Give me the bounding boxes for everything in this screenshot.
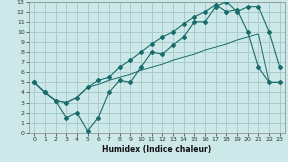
X-axis label: Humidex (Indice chaleur): Humidex (Indice chaleur) — [102, 145, 212, 154]
